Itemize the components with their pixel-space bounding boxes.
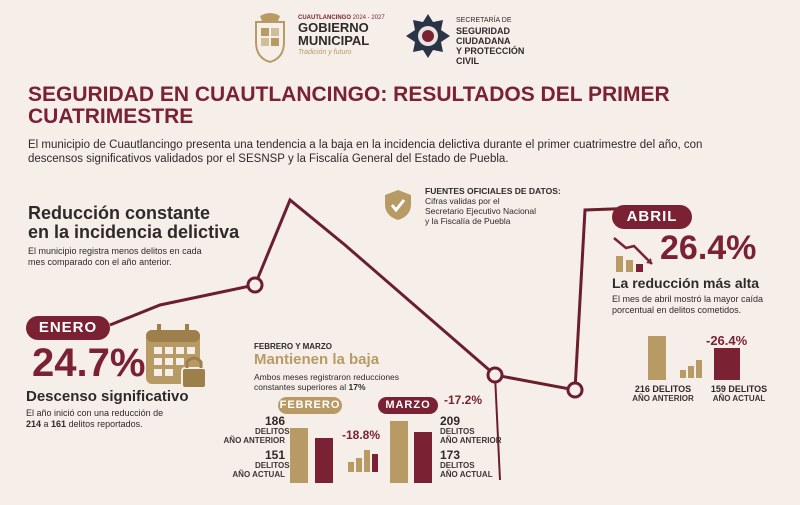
abril-curr-bar	[714, 347, 740, 380]
febrero-prev-label2: AÑO ANTERIOR	[223, 436, 285, 445]
abril-label: ABRIL	[612, 205, 692, 229]
period: 2024 - 2027	[352, 15, 385, 21]
enero-to: 161	[51, 419, 67, 429]
slogan: Tradición y futuro	[298, 49, 352, 56]
marzo-curr-label1: DELITOS	[440, 461, 475, 470]
sources-title: FUENTES OFICIALES DE DATOS:	[425, 186, 561, 196]
enero-from: 214	[26, 419, 42, 429]
municipality-name: CUAUTLANCINGO	[298, 15, 351, 21]
marzo-label: MARZO	[378, 397, 438, 414]
enero-desc2-line: 214 a 161 delitos reportados.	[26, 419, 226, 430]
febmar-overline: FEBRERO Y MARZO	[254, 342, 332, 351]
febrero-label: FEBRERO	[278, 397, 342, 414]
trend-point-abril	[566, 381, 584, 399]
abril-desc2: porcentual en delitos cometidos.	[612, 305, 742, 315]
marzo-prev-label2: AÑO ANTERIOR	[440, 436, 502, 445]
febrero-curr-label1: DELITOS	[255, 461, 290, 470]
municipal-logo-text: CUAUTLANCINGO 2024 - 2027 GOBIERNO MUNIC…	[298, 15, 388, 56]
marzo-change: -17.2%	[444, 393, 483, 407]
marzo-curr-value: 173	[440, 448, 461, 462]
reduction-desc1: El municipio registra menos delitos en c…	[28, 246, 202, 256]
febrero-mini-chart-icon	[348, 448, 378, 472]
marzo-prev-bar	[390, 421, 408, 483]
title-line1: SEGURIDAD EN CUAUTLANCINGO: RESULTADOS D…	[28, 83, 670, 106]
marzo-bars	[390, 400, 436, 483]
title-line2: CUATRIMESTRE	[28, 105, 194, 128]
febrero-curr-label2: AÑO ACTUAL	[232, 470, 285, 479]
abril-subtitle: La reducción más alta	[612, 275, 760, 291]
calendar-lock-icon	[144, 322, 210, 392]
gov-line2: MUNICIPAL	[298, 33, 370, 48]
sources-block: FUENTES OFICIALES DE DATOS: Cifras valid…	[425, 186, 585, 226]
marzo-curr-label2: AÑO ACTUAL	[440, 470, 493, 479]
trend-down-chart-icon	[612, 236, 658, 272]
febmar-desc: Ambos meses registraron reducciones cons…	[254, 372, 424, 392]
marzo-curr-bar	[414, 431, 432, 483]
sources-line1: Cifras validas por el	[425, 196, 500, 206]
febrero-curr-value: 151	[264, 448, 285, 462]
febmar-desc2-bold: 17%	[348, 382, 366, 392]
dept-line4: Y PROTECCIÓN	[456, 46, 525, 56]
reduction-block: Reducción constante en la incidencia del…	[28, 204, 268, 268]
page-title: SEGURIDAD EN CUAUTLANCINGO: RESULTADOS D…	[28, 84, 788, 128]
marzo-curr-block: 173 DELITOS AÑO ACTUAL	[440, 449, 510, 479]
enero-label: ENERO	[26, 316, 110, 340]
intro-text: El municipio de Cuautlancingo presenta u…	[28, 138, 788, 166]
febrero-bars	[290, 400, 336, 483]
enero-percent: 24.7%	[32, 341, 146, 385]
abril-curr-block: 159 DELITOS AÑO ACTUAL	[704, 384, 774, 403]
sources-line2: Secretario Ejecutivo Nacional	[425, 206, 537, 216]
security-department-text: SECRETARÍA DE SEGURIDAD CIUDADANA Y PROT…	[456, 16, 566, 66]
enero-subtitle: Descenso significativo	[26, 388, 189, 405]
municipal-seal-icon	[250, 12, 290, 64]
abril-bars	[648, 330, 748, 380]
abril-desc: El mes de abril mostró la mayor caída po…	[612, 294, 792, 316]
abril-prev-label: AÑO ANTERIOR	[632, 394, 694, 403]
gov-line1: GOBIERNO	[298, 20, 369, 35]
reduction-desc2: mes comparado con el año anterior.	[28, 257, 172, 267]
enero-desc1: El año inició con una reducción de	[26, 408, 164, 418]
abril-prev-block: 216 DELITOS AÑO ANTERIOR	[628, 384, 698, 403]
abril-desc1: El mes de abril mostró la mayor caída	[612, 294, 764, 304]
abril-curr-label: AÑO ACTUAL	[712, 394, 766, 403]
enero-mid: a	[41, 419, 52, 429]
police-star-icon	[404, 12, 452, 60]
febrero-curr-block: 151 DELITOS AÑO ACTUAL	[232, 448, 290, 479]
febrero-prev-block: 186 DELITOS AÑO ANTERIOR	[223, 414, 290, 445]
sources-line3: y la Fiscalía de Puebla	[425, 216, 511, 226]
febrero-prev-bar	[290, 427, 308, 483]
febrero-prev-value: 186	[264, 414, 285, 428]
trend-point-marzo	[486, 366, 504, 384]
febrero-prev-label1: DELITOS	[255, 427, 290, 436]
intro-line1: El municipio de Cuautlancingo presenta u…	[28, 139, 703, 151]
dept-line2: SEGURIDAD	[456, 26, 511, 36]
febmar-title: Mantienen la baja	[254, 351, 380, 368]
reduction-title2: en la incidencia delictiva	[28, 222, 240, 242]
febmar-desc2: constantes superiores al	[254, 382, 349, 392]
shield-check-icon	[383, 188, 413, 222]
intro-line2: descensos significativos validados por e…	[28, 153, 509, 165]
febmar-desc1: Ambos meses registraron reducciones	[254, 372, 400, 382]
abril-prev-bar	[648, 336, 666, 380]
abril-change: -26.4%	[706, 333, 748, 348]
febrero-curr-bar	[315, 438, 333, 483]
abril-curr-value: 159 DELITOS	[710, 384, 768, 394]
dept-line5: CIVIL	[456, 56, 480, 66]
trend-point-enero	[246, 276, 264, 294]
dept-line3: CIUDADANA	[456, 36, 511, 46]
febrero-change: -18.8%	[342, 428, 381, 442]
marzo-prev-value: 209	[440, 414, 461, 428]
marzo-prev-label1: DELITOS	[440, 427, 475, 436]
abril-mini-chart-icon	[680, 358, 710, 378]
reduction-title1: Reducción constante	[28, 203, 211, 223]
abril-percent: 26.4%	[660, 229, 757, 267]
marzo-prev-block: 209 DELITOS AÑO ANTERIOR	[440, 415, 510, 445]
enero-desc: El año inició con una reducción de 214 a…	[26, 408, 226, 430]
dept-line1: SECRETARÍA DE	[456, 17, 512, 24]
enero-desc2: delitos reportados.	[66, 419, 143, 429]
abril-prev-value: 216 DELITOS	[634, 384, 692, 394]
